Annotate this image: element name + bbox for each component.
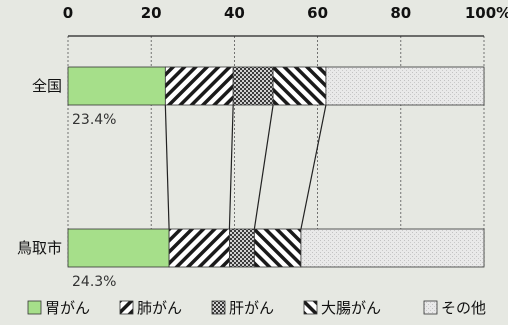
legend-label: 胃がん — [45, 299, 90, 317]
legend-swatch — [119, 300, 134, 315]
bar-segment — [325, 66, 485, 106]
legend-label: 肺がん — [137, 299, 182, 317]
data-label: 23.4% — [72, 112, 116, 128]
bar-segment — [300, 228, 485, 268]
x-axis: 0 20 40 60 80 100% — [63, 4, 508, 37]
bar-segment — [168, 228, 230, 268]
connector-lines — [164, 104, 327, 230]
x-tick-label: 40 — [224, 4, 245, 22]
bar-segment — [253, 228, 302, 268]
legend: 胃がん 肺がん 肝がん 大腸がん その他 — [27, 299, 486, 317]
bar-segment — [164, 66, 234, 106]
legend-swatch — [27, 300, 42, 315]
data-label: 24.3% — [72, 274, 116, 290]
legend-label: 大腸がん — [321, 299, 381, 317]
x-tick-label: 80 — [390, 4, 411, 22]
connector-line — [228, 104, 234, 230]
labels: 全国 23.4% 鳥取市 24.3% — [17, 77, 117, 290]
x-tick-label: 20 — [141, 4, 162, 22]
legend-swatch — [303, 300, 318, 315]
category-label: 全国 — [32, 77, 62, 95]
bar-segment — [67, 66, 166, 106]
x-tick-label: 100% — [465, 4, 508, 22]
bars — [67, 66, 485, 268]
category-label: 鳥取市 — [17, 239, 62, 257]
legend-label: その他 — [441, 299, 486, 317]
bar-segment — [232, 66, 274, 106]
legend-swatch — [423, 300, 438, 315]
bar-segment — [272, 66, 327, 106]
legend-swatch — [211, 300, 226, 315]
x-tick-label: 60 — [307, 4, 328, 22]
bar-segment — [67, 228, 170, 268]
x-tick-label: 0 — [63, 4, 73, 22]
connector-line — [164, 104, 170, 230]
legend-label: 肝がん — [229, 299, 274, 317]
connector-line — [300, 104, 327, 230]
bar-segment — [229, 228, 255, 268]
connector-line — [253, 104, 274, 230]
